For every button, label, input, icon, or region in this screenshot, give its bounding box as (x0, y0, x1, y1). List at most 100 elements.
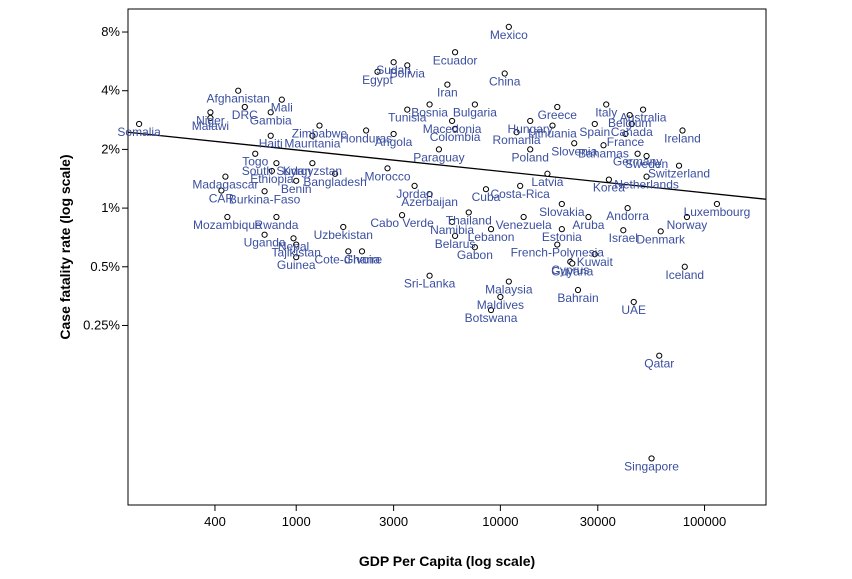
point-label: Slovakia (539, 205, 585, 219)
point-label: Ghana (344, 252, 380, 266)
point-label: Ecuador (433, 53, 478, 67)
trend-line (127, 131, 767, 200)
point-label: Angola (375, 135, 413, 149)
y-tick-label: 0.25% (83, 317, 120, 332)
point-label: South Sudan (242, 164, 311, 178)
point-label: Qatar (644, 357, 674, 371)
data-point (261, 188, 268, 195)
point-label: Slovenia (551, 144, 597, 158)
point-label: Denmark (636, 232, 686, 246)
data-point (549, 122, 556, 129)
point-label: Estonia (542, 230, 582, 244)
data-point (426, 101, 433, 108)
data-point (358, 248, 366, 255)
data-point (713, 200, 721, 208)
point-label: Kyrgyzstan (283, 164, 342, 178)
data-point (683, 213, 691, 221)
point-label: Namibia (430, 223, 474, 237)
data-point (268, 167, 275, 175)
data-point (482, 186, 490, 193)
point-label: Maldives (477, 298, 524, 312)
point-label: Madagascar (192, 178, 258, 192)
point-label: Tunisia (388, 111, 427, 125)
data-point (585, 213, 592, 221)
data-point (267, 109, 274, 116)
data-point (574, 286, 582, 294)
data-point (340, 223, 347, 231)
point-label: Malawi (192, 119, 229, 133)
point-label: Switzerland (648, 167, 710, 181)
point-label: Thailand (446, 213, 492, 227)
point-label: Burkina-Faso (229, 192, 301, 206)
point-label: Ethiopia (250, 172, 294, 186)
data-point (544, 170, 551, 177)
data-point (591, 251, 598, 258)
point-label: Iceland (665, 268, 704, 282)
point-label: Botswana (465, 311, 518, 325)
data-point (679, 127, 686, 134)
x-tick-label: 100000 (683, 514, 726, 529)
data-point (657, 228, 664, 235)
data-point (628, 120, 635, 128)
data-point (374, 68, 381, 75)
data-point (293, 254, 300, 261)
data-point (451, 125, 459, 132)
point-label: Morocco (364, 169, 410, 183)
point-label: Kuwait (577, 255, 614, 269)
data-point (235, 87, 242, 94)
point-label: Haiti (259, 137, 283, 151)
data-point (451, 49, 459, 56)
data-point (505, 23, 512, 30)
data-point (363, 127, 370, 134)
data-point (603, 101, 610, 108)
data-point (224, 213, 231, 221)
point-label: Paraguay (413, 150, 464, 164)
point-label: Bahamas (578, 146, 629, 160)
data-point (331, 170, 339, 177)
point-label: Afghanistan (207, 92, 270, 106)
point-label: Iran (437, 86, 458, 100)
y-tick-label: 4% (101, 83, 120, 98)
point-label: Mozambique (193, 218, 262, 232)
point-label: Andorra (606, 209, 649, 223)
data-point (591, 120, 598, 128)
data-point (316, 122, 323, 129)
data-point (398, 212, 406, 219)
data-point (222, 173, 229, 180)
data-point (620, 227, 627, 234)
point-label: Greece (538, 108, 578, 122)
point-label: Germany (613, 155, 662, 169)
point-label: Gabon (457, 248, 493, 262)
data-point (471, 244, 478, 251)
point-label: Colombia (430, 130, 481, 144)
data-point (626, 111, 633, 119)
data-point (501, 70, 508, 77)
point-label: Guinea (277, 258, 316, 272)
point-label: Bahrain (557, 291, 598, 305)
data-point (497, 293, 504, 301)
data-point (520, 213, 527, 221)
data-point (527, 146, 534, 153)
data-point (435, 146, 443, 153)
data-point (558, 226, 565, 233)
x-axis-title: GDP Per Capita (log scale) (359, 553, 535, 569)
data-point (384, 165, 391, 172)
data-point (465, 209, 472, 216)
point-label: Guyana (551, 264, 593, 278)
points-layer (135, 23, 721, 462)
point-label: Niger (196, 113, 225, 127)
y-axis: 8% 4% 2% 1% 0.5% 0.25% (83, 24, 128, 332)
x-tick-label: 1000 (282, 514, 311, 529)
point-label: Netherlands (614, 178, 679, 192)
x-tick-label: 400 (204, 514, 226, 529)
data-point (675, 162, 683, 169)
data-point (241, 103, 248, 111)
x-axis: 400 1000 3000 10000 30000 100000 (204, 505, 726, 529)
point-label: Mali (271, 101, 293, 115)
data-point (426, 190, 433, 198)
point-label: Poland (512, 150, 549, 164)
y-axis-title: Case fatality rate (log scale) (57, 154, 73, 339)
data-point (487, 226, 495, 233)
data-point (634, 150, 641, 157)
